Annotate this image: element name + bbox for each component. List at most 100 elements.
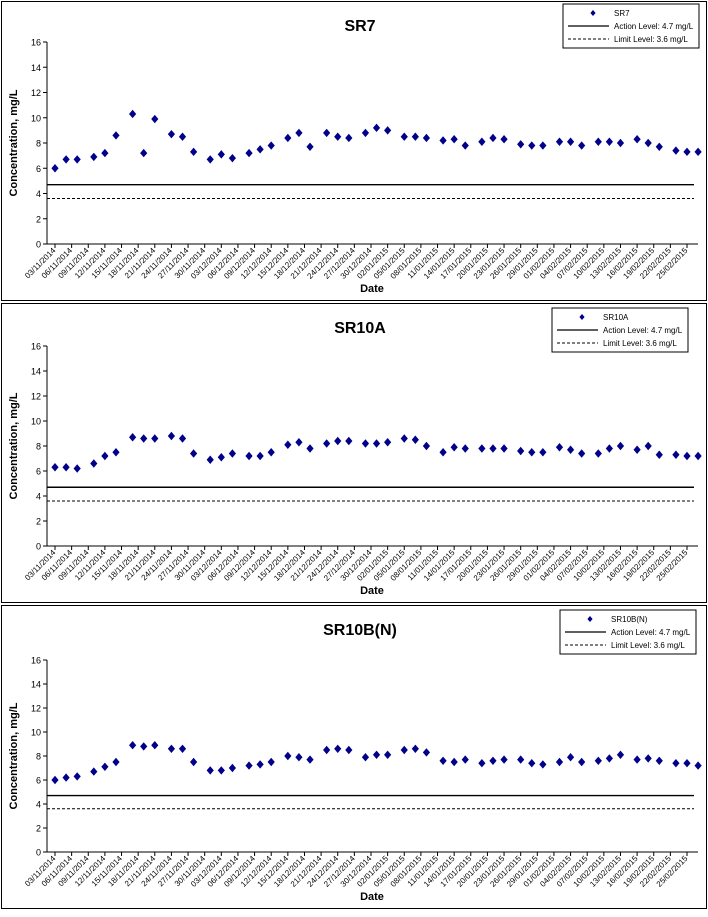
data-point [683, 759, 691, 768]
data-point [633, 755, 641, 764]
legend-label-action: Action Level: 4.7 mg/L [603, 326, 683, 335]
data-point [129, 433, 137, 442]
data-point [228, 153, 237, 163]
legend-marker [587, 616, 593, 622]
data-point [478, 444, 486, 453]
data-point [334, 132, 342, 141]
data-point [517, 755, 525, 764]
data-point [566, 137, 575, 146]
data-point [672, 759, 680, 768]
data-point [245, 148, 253, 158]
data-point [167, 744, 176, 753]
data-point [62, 773, 70, 782]
data-point [51, 463, 59, 472]
y-tick-label: 8 [36, 752, 41, 762]
y-tick-label: 10 [31, 728, 41, 738]
data-point [73, 772, 81, 781]
data-point [323, 745, 331, 755]
y-tick-label: 10 [31, 113, 41, 123]
data-point [90, 152, 98, 162]
data-point [112, 448, 120, 457]
legend-label-series: SR7 [614, 9, 630, 18]
data-point [555, 443, 564, 452]
data-point [372, 123, 381, 133]
data-point [217, 766, 225, 775]
data-point [384, 126, 392, 135]
data-point [616, 441, 625, 451]
data-point [62, 155, 70, 164]
data-point [566, 753, 575, 762]
y-tick-label: 16 [31, 656, 41, 666]
data-point [101, 148, 109, 158]
data-point [384, 750, 392, 759]
data-point [633, 445, 641, 454]
y-axis-title: Concentration, mg/L [8, 89, 20, 196]
data-point [361, 753, 370, 762]
y-tick-label: 16 [31, 342, 41, 352]
data-point [295, 128, 303, 138]
y-tick-label: 12 [31, 88, 41, 98]
data-point [334, 744, 342, 753]
data-point [345, 745, 353, 755]
y-tick-label: 14 [31, 63, 41, 73]
data-point [245, 761, 253, 770]
y-tick-label: 6 [36, 776, 41, 786]
y-tick-label: 4 [36, 800, 41, 810]
data-point [450, 135, 458, 144]
data-point [384, 438, 392, 447]
data-point [129, 741, 137, 750]
data-point [633, 135, 641, 144]
data-point [228, 763, 237, 773]
data-point [167, 129, 176, 139]
data-point [140, 148, 148, 158]
data-point [51, 164, 59, 173]
data-point [101, 762, 109, 771]
data-point [112, 757, 120, 767]
legend-label-series: SR10B(N) [611, 615, 648, 624]
data-point [605, 754, 613, 763]
data-point [361, 439, 370, 448]
y-tick-label: 8 [36, 442, 41, 452]
panel-border [1, 1, 707, 301]
data-point [517, 140, 525, 149]
data-point [206, 766, 214, 775]
data-point [478, 759, 486, 768]
data-point [489, 444, 497, 453]
data-point [178, 434, 187, 443]
data-point [372, 439, 381, 448]
chart-panel-1: SR10A024681012141603/11/201406/11/201409… [1, 303, 707, 603]
data-point [189, 757, 198, 767]
data-point [140, 742, 148, 751]
data-point [267, 448, 275, 457]
data-point [256, 145, 264, 154]
data-point [555, 757, 564, 767]
data-point [539, 760, 547, 769]
data-point [400, 434, 408, 443]
data-point [539, 141, 547, 150]
legend-label-action: Action Level: 4.7 mg/L [614, 22, 694, 31]
data-point [256, 451, 264, 461]
data-point [217, 150, 225, 159]
y-tick-label: 12 [31, 392, 41, 402]
data-point [90, 459, 98, 468]
data-point [372, 750, 381, 759]
data-point [284, 133, 292, 143]
data-point [295, 753, 303, 762]
data-point [439, 756, 447, 765]
data-point [228, 449, 237, 458]
data-point [528, 448, 536, 457]
y-tick-label: 14 [31, 680, 41, 690]
chart-title: SR7 [344, 18, 375, 35]
chart-panel-0: SR7024681012141603/11/201406/11/201409/1… [1, 1, 707, 301]
legend-label-action: Action Level: 4.7 mg/L [611, 628, 691, 637]
data-point [151, 741, 159, 750]
data-point [644, 441, 652, 451]
data-point [605, 137, 613, 146]
data-point [62, 463, 70, 472]
data-point [605, 444, 613, 453]
y-tick-label: 16 [31, 38, 41, 48]
data-point [655, 450, 663, 459]
data-point [267, 757, 275, 767]
